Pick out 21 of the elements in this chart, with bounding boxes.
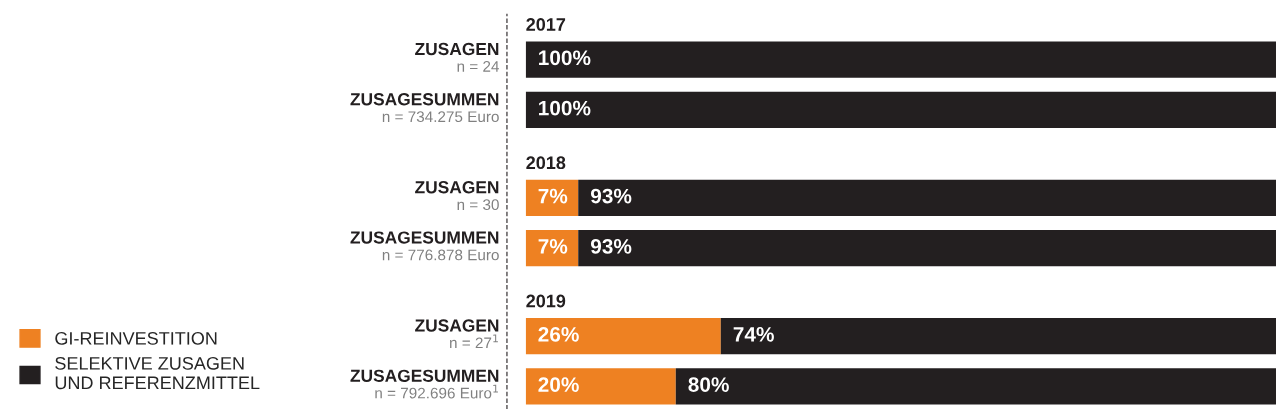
y-tick-label: ZUSAGEN n = 27$^{1}$ <box>415 319 499 349</box>
data-label: 26% <box>538 326 579 342</box>
data-label: 7% <box>538 239 568 254</box>
annotation: 2019 <box>526 294 566 308</box>
data-label: 93% <box>590 238 632 254</box>
data-label: 20% <box>538 377 579 392</box>
legend-label: SELEKTIVE ZUSAGEN UND REFERENZMITTEL <box>55 356 260 390</box>
data-label: 93% <box>590 188 632 204</box>
data-label: 80% <box>688 377 729 392</box>
data-label: 100% <box>539 100 591 116</box>
annotation: 2017 <box>526 18 566 31</box>
y-tick-label: ZUSAGESUMMEN n = 776.878 Euro <box>350 231 499 261</box>
y-tick-label: ZUSAGEN n = 24 <box>415 42 500 72</box>
data-label: 7% <box>538 188 568 204</box>
y-tick-label: ZUSAGESUMMEN n = 734.275 Euro <box>350 93 499 123</box>
annotation: 2018 <box>526 156 566 170</box>
y-tick-label: ZUSAGESUMMEN n = 792.696 Euro$^{1}$ <box>350 369 499 399</box>
data-label: 100% <box>539 50 591 66</box>
data-label: 74% <box>733 326 774 342</box>
y-tick-label: ZUSAGEN n = 30 <box>415 181 499 211</box>
legend-label: GI-REINVESTITION <box>55 331 217 345</box>
